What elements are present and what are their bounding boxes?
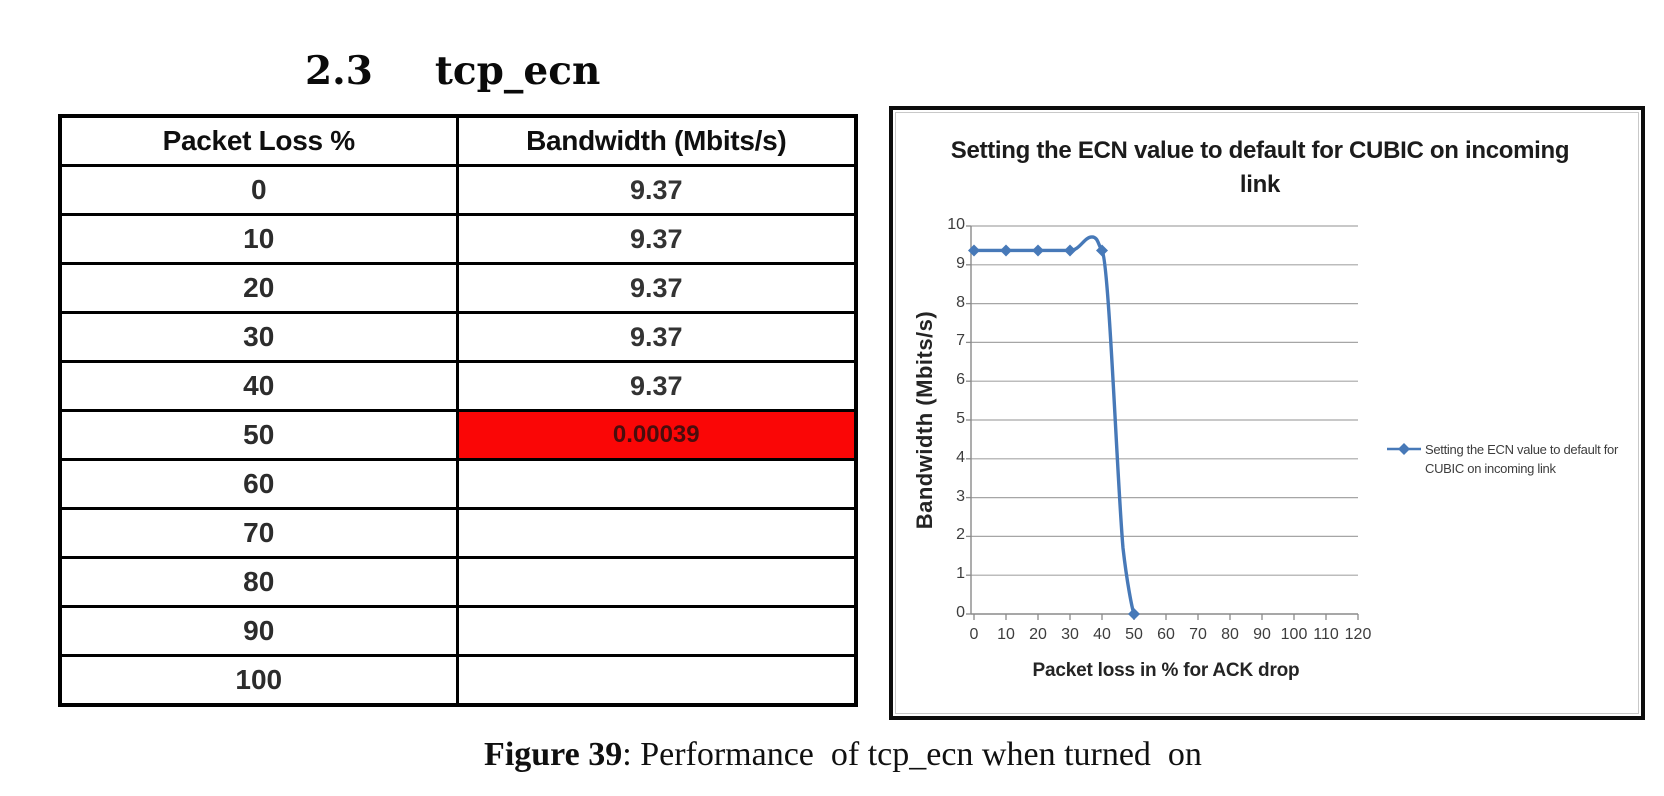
table-row: 0 9.37 xyxy=(58,164,858,216)
loss-cell: 50 xyxy=(58,409,459,461)
x-tick-label: 50 xyxy=(1125,626,1143,643)
y-tick-label: 0 xyxy=(956,604,965,621)
legend-text: Setting the ECN value to default for CUB… xyxy=(1425,440,1618,478)
loss-cell: 60 xyxy=(58,458,459,510)
table-header-row: Packet Loss % Bandwidth (Mbits/s) xyxy=(58,114,858,167)
bandwidth-cell: 9.37 xyxy=(455,311,858,363)
loss-cell: 80 xyxy=(58,556,459,608)
figure-caption-text: : Performance of tcp_ecn when turned on xyxy=(622,736,1202,773)
y-tick-label: 3 xyxy=(956,487,965,505)
bandwidth-cell xyxy=(455,605,858,657)
figure-caption: Figure 39: Performance of tcp_ecn when t… xyxy=(0,736,1664,774)
y-tick-label: 6 xyxy=(956,371,965,389)
chart-title: Setting the ECN value to default for CUB… xyxy=(913,134,1607,202)
loss-cell: 90 xyxy=(58,605,459,657)
y-tick-label: 1 xyxy=(956,565,965,583)
legend-marker-icon xyxy=(1387,443,1421,455)
x-tick-label: 30 xyxy=(1061,626,1079,643)
y-tick-label: 8 xyxy=(956,293,965,311)
section-number: 2.3 xyxy=(305,48,373,94)
x-tick-label: 80 xyxy=(1221,626,1239,643)
x-tick-label: 110 xyxy=(1313,626,1339,643)
table-row: 100 xyxy=(58,654,858,707)
x-tick-label: 20 xyxy=(1029,626,1047,643)
bandwidth-cell xyxy=(455,458,858,510)
chart: Setting the ECN value to default for CUB… xyxy=(889,106,1645,720)
y-tick-label: 7 xyxy=(956,332,965,350)
figure-caption-label: Figure 39 xyxy=(484,736,623,773)
y-tick-label: 2 xyxy=(956,526,965,544)
bandwidth-cell: 0.00039 xyxy=(455,409,858,461)
legend-line2: CUBIC on incoming link xyxy=(1425,461,1556,476)
x-tick-label: 10 xyxy=(997,626,1015,643)
x-tick-label: 70 xyxy=(1189,626,1207,643)
loss-cell: 10 xyxy=(58,213,459,265)
x-tick-label: 0 xyxy=(969,626,979,643)
bandwidth-cell xyxy=(455,556,858,608)
y-tick-label: 5 xyxy=(956,410,965,427)
results-table: Packet Loss % Bandwidth (Mbits/s) 0 9.37… xyxy=(58,114,858,707)
x-axis-title: Packet loss in % for ACK drop xyxy=(1032,660,1300,681)
section-heading: 2.3 tcp_ecn xyxy=(305,48,600,94)
x-tick-label: 60 xyxy=(1157,626,1175,643)
table-body: 0 9.37 10 9.37 20 9.37 30 9.37 40 9.37 5… xyxy=(58,164,858,707)
y-tick-label: 4 xyxy=(956,448,965,466)
bandwidth-cell xyxy=(455,507,858,559)
legend: Setting the ECN value to default for CUB… xyxy=(1386,440,1618,478)
loss-cell: 70 xyxy=(58,507,459,559)
table-row: 70 xyxy=(58,507,858,559)
table-row: 40 9.37 xyxy=(58,360,858,412)
chart-title-line2: link xyxy=(1239,171,1281,198)
loss-cell: 0 xyxy=(58,164,459,216)
chart-title-line1: Setting the ECN value to default for CUB… xyxy=(950,137,1570,164)
bandwidth-cell xyxy=(455,654,858,707)
table-row: 10 9.37 xyxy=(58,213,858,265)
table-row: 50 0.00039 xyxy=(58,409,858,461)
table-row: 20 9.37 xyxy=(58,262,858,314)
x-tick-label: 100 xyxy=(1280,626,1308,643)
legend-line1: Setting the ECN value to default for xyxy=(1425,442,1618,457)
loss-cell: 40 xyxy=(58,360,459,412)
column-header-bandwidth: Bandwidth (Mbits/s) xyxy=(455,114,858,167)
y-tick-label: 10 xyxy=(947,216,965,233)
table-row: 80 xyxy=(58,556,858,608)
x-tick-label: 120 xyxy=(1344,626,1372,643)
table-row: 90 xyxy=(58,605,858,657)
x-tick-label: 40 xyxy=(1093,626,1111,643)
loss-cell: 20 xyxy=(58,262,459,314)
loss-cell: 30 xyxy=(58,311,459,363)
column-header-packet-loss: Packet Loss % xyxy=(58,114,459,167)
plot-svg xyxy=(966,225,1359,620)
loss-cell: 100 xyxy=(58,654,459,707)
x-tick-label: 90 xyxy=(1253,626,1271,643)
bandwidth-cell: 9.37 xyxy=(455,262,858,314)
bandwidth-cell: 9.37 xyxy=(455,360,858,412)
bandwidth-cell: 9.37 xyxy=(455,213,858,265)
section-title: tcp_ecn xyxy=(434,48,601,94)
bandwidth-cell: 9.37 xyxy=(455,164,858,216)
table-row: 60 xyxy=(58,458,858,510)
y-tick-label: 9 xyxy=(956,254,965,272)
table-row: 30 9.37 xyxy=(58,311,858,363)
